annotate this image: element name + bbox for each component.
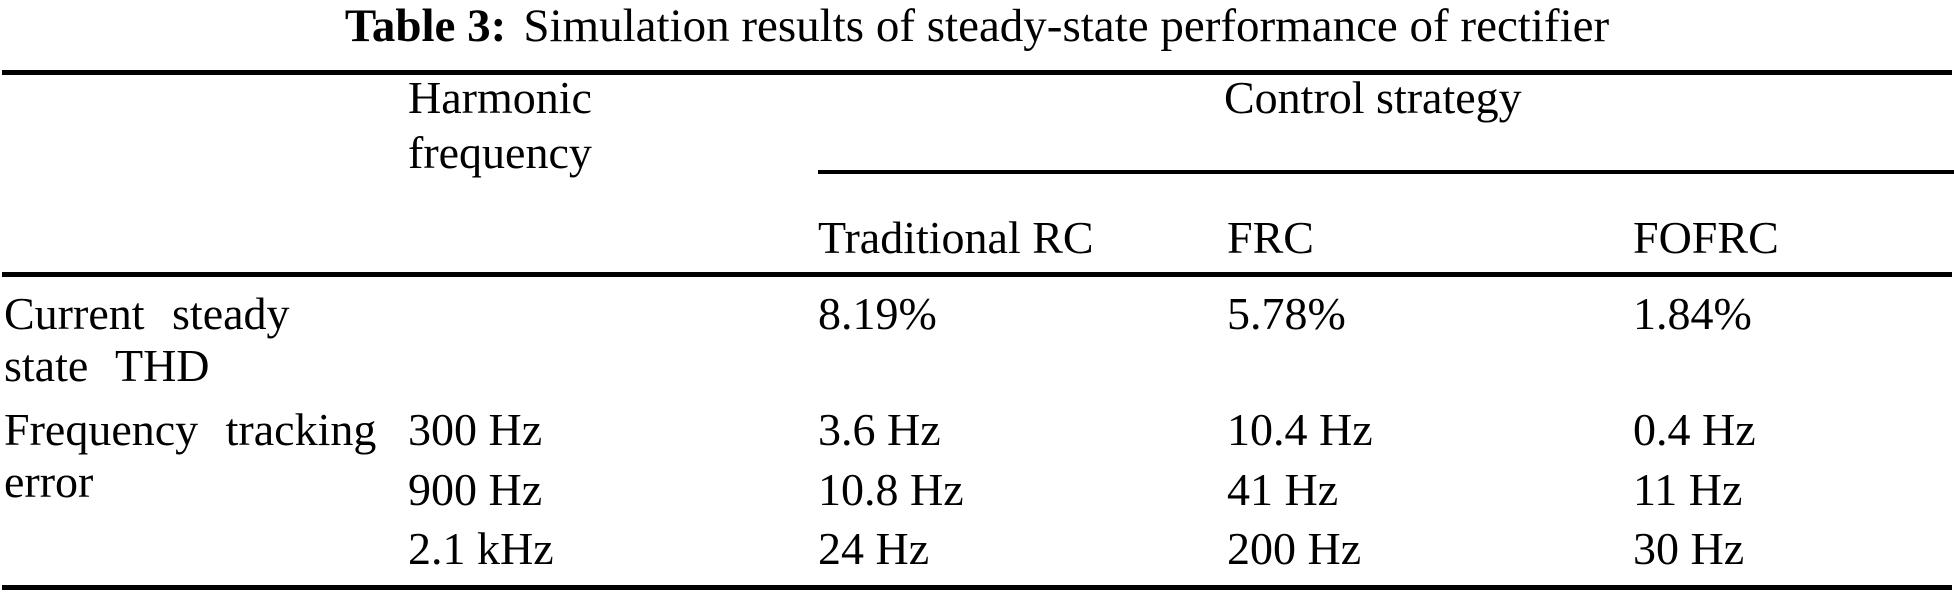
table-caption-text: Simulation results of steady-state perfo… xyxy=(523,0,1610,52)
header-harmonic-line1: Harmonic xyxy=(408,72,592,123)
cell-harmonic-900hz: 900 Hz xyxy=(408,464,543,515)
table-caption: Table 3: Simulation results of steady-sta… xyxy=(0,0,1954,52)
header-traditional-rc: Traditional RC xyxy=(818,212,1094,263)
cell-2p1khz-fofrc: 30 Hz xyxy=(1633,523,1745,574)
control-strategy-spanner-rule xyxy=(818,170,1954,174)
cell-harmonic-2p1khz: 2.1 kHz xyxy=(408,523,554,574)
table-header-rule xyxy=(2,272,1952,277)
row-label-thd-line2: state THD xyxy=(4,340,210,391)
cell-300hz-fofrc: 0.4 Hz xyxy=(1633,404,1756,455)
cell-300hz-traditional-rc: 3.6 Hz xyxy=(818,404,941,455)
row-label-thd-line1: Current steady xyxy=(4,288,290,339)
cell-thd-frc: 5.78% xyxy=(1227,288,1346,339)
header-control-strategy: Control strategy xyxy=(1224,72,1522,123)
table-bottom-rule xyxy=(2,585,1952,590)
cell-2p1khz-traditional-rc: 24 Hz xyxy=(818,523,930,574)
row-label-current-steady-state-thd: Current steady state THD xyxy=(4,288,290,392)
cell-900hz-traditional-rc: 10.8 Hz xyxy=(818,464,964,515)
header-harmonic-frequency: Harmonic frequency xyxy=(408,70,592,180)
header-harmonic-line2: frequency xyxy=(408,127,592,178)
cell-900hz-frc: 41 Hz xyxy=(1227,464,1339,515)
row-label-fte-line2: error xyxy=(4,456,94,507)
header-frc: FRC xyxy=(1227,212,1314,263)
row-label-fte-line1: Frequency tracking xyxy=(4,404,377,455)
cell-2p1khz-frc: 200 Hz xyxy=(1227,523,1362,574)
cell-900hz-fofrc: 11 Hz xyxy=(1633,464,1743,515)
table-top-rule xyxy=(2,70,1952,75)
cell-300hz-frc: 10.4 Hz xyxy=(1227,404,1373,455)
cell-harmonic-300hz: 300 Hz xyxy=(408,404,543,455)
header-fofrc: FOFRC xyxy=(1633,212,1779,263)
row-label-frequency-tracking-error: Frequency tracking error xyxy=(4,404,376,508)
cell-thd-traditional-rc: 8.19% xyxy=(818,288,937,339)
cell-thd-fofrc: 1.84% xyxy=(1633,288,1752,339)
table-caption-number: Table 3: xyxy=(344,0,507,52)
